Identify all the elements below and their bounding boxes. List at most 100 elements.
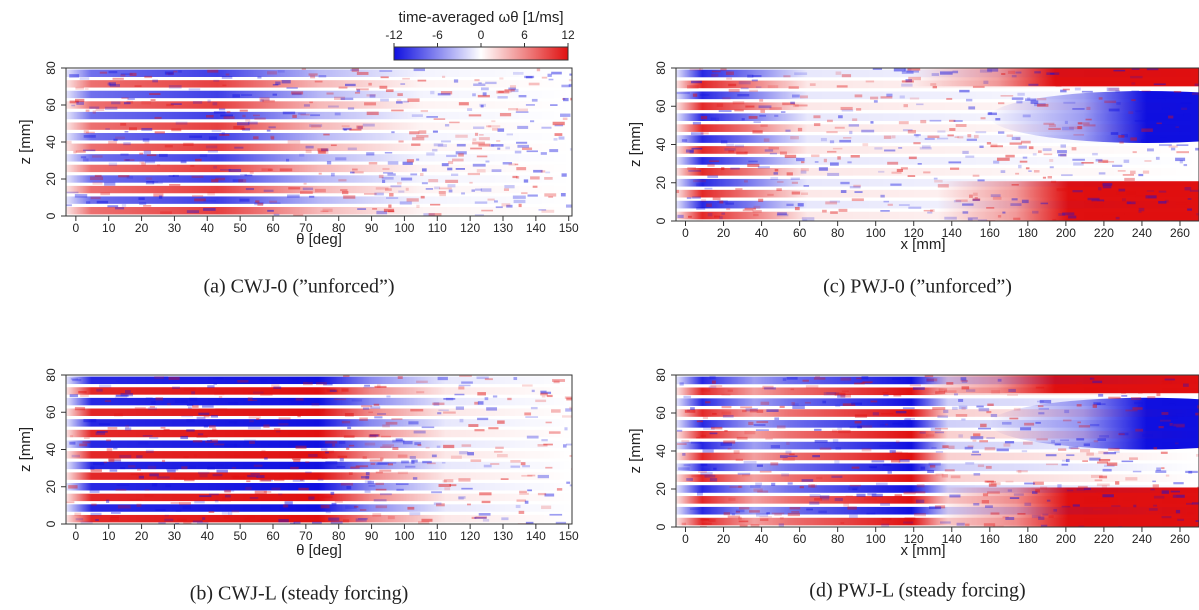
field-noise [226, 110, 231, 114]
field-noise [905, 400, 910, 405]
field-noise [687, 167, 696, 170]
field-noise [759, 518, 769, 522]
field-noise [397, 471, 408, 475]
field-noise [709, 478, 718, 482]
field-noise [965, 462, 975, 465]
field-noise [366, 94, 376, 97]
field-noise [907, 129, 916, 134]
field-noise [418, 130, 427, 134]
field-band [66, 122, 572, 130]
field-noise [407, 506, 415, 510]
x-axis-label: θ [deg] [296, 542, 342, 559]
field-noise [399, 201, 412, 205]
field-noise [494, 200, 498, 203]
field-noise [195, 158, 202, 162]
field-noise [1057, 150, 1067, 154]
field-noise [205, 145, 218, 149]
field-noise [444, 124, 450, 127]
field-noise [409, 131, 420, 135]
field-noise [358, 518, 368, 520]
x-tick-label: 110 [428, 221, 447, 235]
field-noise [760, 124, 768, 127]
field-noise [1046, 72, 1060, 75]
field-noise [467, 452, 475, 456]
field-noise [363, 193, 377, 195]
field-noise [755, 429, 769, 431]
field-noise [1161, 515, 1172, 519]
colorbar-tick-label: 0 [478, 28, 485, 42]
field-noise [1161, 467, 1165, 470]
field-noise [912, 387, 925, 390]
field-noise [791, 511, 800, 513]
field-band [676, 102, 1199, 111]
field-noise [747, 74, 754, 78]
field-noise [278, 423, 289, 426]
field-noise [322, 208, 333, 212]
field-noise [1055, 85, 1062, 88]
field-noise [228, 511, 233, 515]
field-noise [170, 502, 180, 504]
x-tick-label: 240 [1132, 532, 1152, 546]
field-noise [790, 101, 795, 105]
field-noise [857, 425, 862, 429]
field-noise [506, 133, 514, 136]
field-noise [1033, 481, 1044, 485]
field-noise [105, 128, 110, 130]
field-noise [237, 380, 249, 383]
field-noise [984, 447, 996, 451]
field-noise [183, 142, 194, 147]
field-noise [474, 401, 479, 405]
field-noise [1021, 450, 1028, 453]
field-noise [247, 475, 258, 478]
field-noise [203, 414, 210, 418]
x-tick-label: 100 [866, 226, 886, 240]
field-noise [499, 112, 512, 117]
x-tick-label: 50 [233, 529, 247, 543]
field-noise [854, 414, 868, 418]
field-noise [223, 490, 235, 492]
field-noise [1124, 177, 1135, 181]
field-noise [335, 157, 347, 161]
field-noise [494, 450, 503, 453]
field-noise [350, 171, 355, 174]
field-noise [320, 443, 333, 447]
field-noise [326, 92, 334, 95]
field-noise [446, 154, 457, 158]
field-noise [379, 70, 393, 72]
field-noise [753, 213, 759, 217]
field-noise [123, 159, 135, 161]
field-noise [745, 105, 755, 108]
field-noise [1125, 409, 1138, 412]
field-noise [954, 136, 959, 139]
field-noise [151, 483, 158, 487]
field-noise [958, 405, 968, 410]
field-noise [286, 158, 290, 162]
field-noise [1061, 463, 1069, 466]
field-noise [1058, 448, 1067, 451]
field-noise [179, 502, 191, 505]
field-band [66, 419, 572, 427]
field-noise [82, 158, 89, 162]
field-noise [1184, 186, 1192, 191]
field-noise [148, 407, 157, 411]
field-noise [455, 168, 466, 170]
field-noise [318, 150, 326, 154]
colorbar-tick-label: 12 [561, 28, 575, 42]
field-noise [69, 394, 79, 398]
field-noise [287, 140, 301, 144]
field-noise [1176, 413, 1185, 417]
field-noise [826, 131, 838, 134]
field-noise [1095, 158, 1103, 162]
field-noise [757, 490, 769, 493]
field-noise [1051, 439, 1056, 444]
field-noise [1098, 393, 1104, 397]
field-noise [809, 83, 816, 86]
field-noise [516, 176, 520, 179]
field-noise [254, 490, 267, 495]
field-noise [967, 217, 978, 220]
field-noise [556, 488, 563, 491]
field-noise [1033, 170, 1040, 173]
field-noise [785, 129, 791, 132]
field-noise [901, 71, 914, 74]
field-noise [854, 191, 863, 194]
